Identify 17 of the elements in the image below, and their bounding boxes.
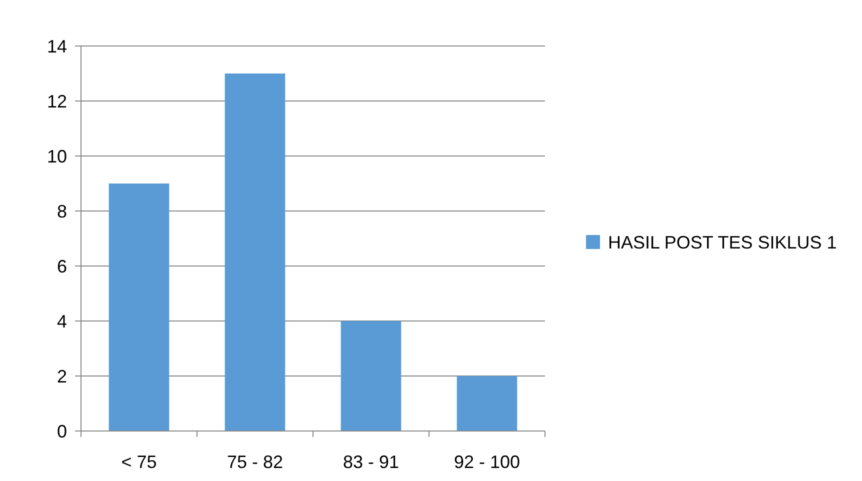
y-tick-label: 2 — [56, 366, 67, 386]
y-tick-label: 10 — [46, 146, 67, 166]
y-tick-label: 0 — [56, 421, 67, 442]
y-tick-label: 6 — [56, 256, 67, 276]
y-tick-label: 12 — [46, 91, 67, 112]
x-tick-label: 92 - 100 — [454, 452, 520, 472]
y-tick-label: 8 — [56, 201, 67, 222]
y-tick-label: 4 — [56, 311, 67, 332]
x-tick-label: 75 - 82 — [226, 452, 284, 472]
bar — [456, 376, 518, 431]
x-tick-label: 83 - 91 — [342, 452, 400, 472]
bar — [340, 321, 402, 431]
x-tick-label: < 75 — [121, 452, 157, 472]
bar — [224, 74, 286, 431]
bar — [108, 184, 170, 431]
y-tick-label: 14 — [46, 36, 67, 56]
legend-label: HASIL POST TES SIKLUS 1 — [608, 232, 837, 252]
